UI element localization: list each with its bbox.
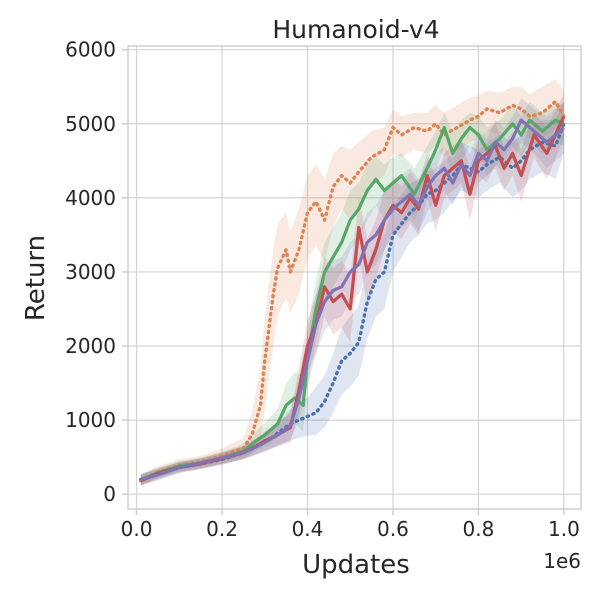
y-axis-title: Return [21,235,51,321]
x-tick-label: 0.6 [377,517,409,541]
plot-area-frame [127,45,582,510]
y-tick-label: 3000 [65,260,116,284]
series-line-0 [139,99,566,483]
y-tick-label: 1000 [65,408,116,432]
series-band-2 [140,101,564,485]
x-tick-label: 0.2 [206,517,238,541]
y-tick-label: 2000 [65,334,116,358]
series-band-1 [140,101,564,486]
x-tick-label: 0.4 [292,517,324,541]
series-lines [139,99,566,483]
x-axis-scale-label: 1e6 [543,549,581,573]
series-line-4 [140,118,565,481]
x-tick-label: 1.0 [548,517,580,541]
y-tick-label: 4000 [65,186,116,210]
y-tick-label: 5000 [65,112,116,136]
x-axis-title: Updates [302,550,410,580]
y-tick-label: 6000 [65,38,116,62]
axis-ticks: 0.0 0.2 0.4 0.6 0.8 1.0 0 1000 2000 3000 4000 5000 6… [65,38,580,541]
x-tick-label: 0.0 [121,517,153,541]
x-tick-label: 0.8 [463,517,495,541]
y-tick-label: 0 [103,482,116,506]
chart-title: Humanoid-v4 [272,15,439,44]
